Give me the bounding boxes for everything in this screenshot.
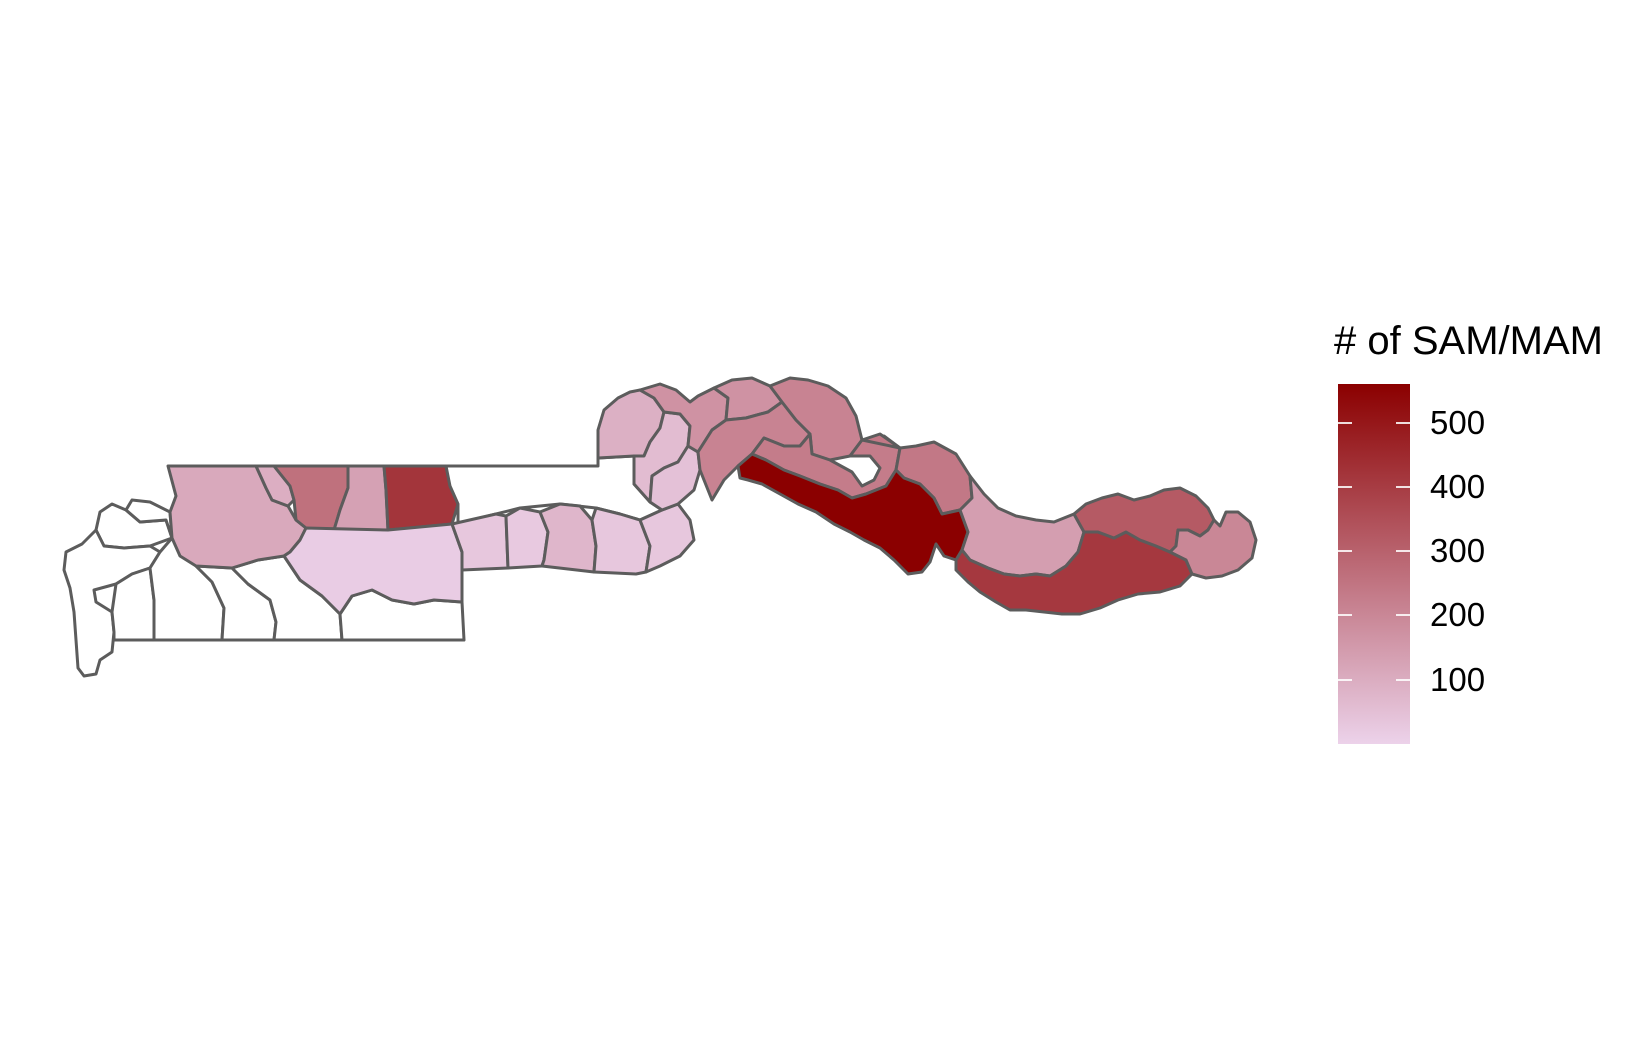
- legend-tick-mark: [1396, 421, 1410, 424]
- legend-tick-mark: [1396, 678, 1410, 681]
- legend-tick-mark: [1338, 550, 1352, 553]
- color-legend: # of SAM/MAM 100 200 300 400 500: [1334, 318, 1634, 758]
- map-region-central-south-3: [538, 502, 598, 574]
- legend-color-bar: [1338, 384, 1410, 744]
- map-region-upper-river-1: [958, 474, 1086, 578]
- legend-tick-label: 200: [1430, 596, 1486, 634]
- legend-tick-mark: [1396, 550, 1410, 553]
- legend-tick-mark: [1396, 614, 1410, 617]
- legend-tick-mark: [1338, 678, 1352, 681]
- legend-tick-label: 300: [1430, 532, 1486, 570]
- legend-tick-label: 400: [1430, 467, 1486, 505]
- legend-tick-label: 100: [1430, 660, 1486, 698]
- legend-tick-mark: [1396, 485, 1410, 488]
- legend-tick-mark: [1338, 614, 1352, 617]
- legend-tick-mark: [1338, 421, 1352, 424]
- map-regions-layer: [62, 376, 1258, 678]
- legend-tick-label: 500: [1430, 403, 1486, 441]
- legend-tick-mark: [1338, 485, 1352, 488]
- map-region-west-coast-2: [62, 528, 162, 678]
- map-region-upper-river-4: [1168, 510, 1258, 580]
- legend-title: # of SAM/MAM: [1334, 319, 1603, 363]
